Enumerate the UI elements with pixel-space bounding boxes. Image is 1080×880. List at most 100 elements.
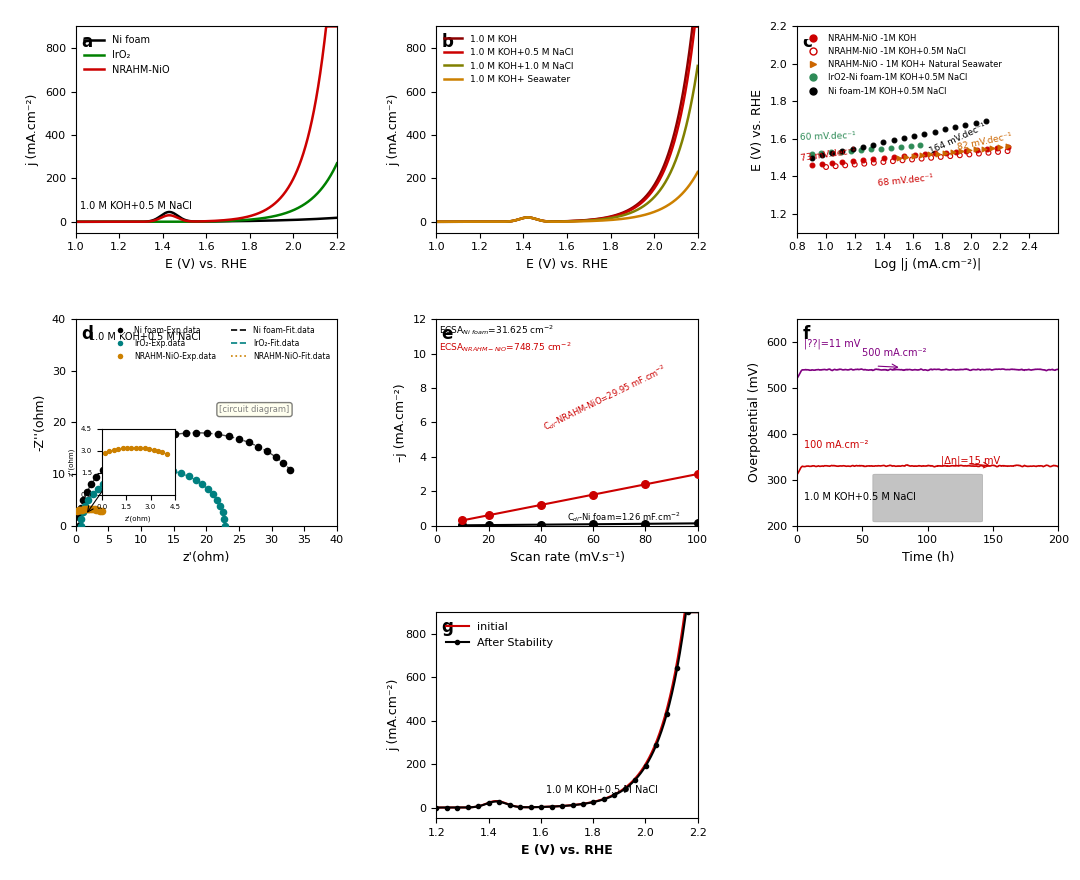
- Y-axis label: j (mA.cm⁻²): j (mA.cm⁻²): [387, 93, 400, 165]
- Text: ECSA$_{NRAHM-NiO}$=748.75 cm$^{-2}$: ECSA$_{NRAHM-NiO}$=748.75 cm$^{-2}$: [438, 340, 571, 354]
- Point: [970, 147, 987, 161]
- Point: [999, 144, 1016, 158]
- Point: [936, 122, 954, 136]
- Point: [927, 146, 944, 160]
- Point: [999, 139, 1016, 153]
- Point: [68, 503, 85, 517]
- Point: [84, 488, 102, 502]
- Legend: Ni foam-Exp.data, IrO₂-Exp.data, NRAHM-NiO-Exp.data, Ni foam-Fit.data, IrO₂-Fit.: Ni foam-Exp.data, IrO₂-Exp.data, NRAHM-N…: [110, 323, 333, 363]
- Point: [100, 456, 118, 470]
- Point: [968, 143, 985, 157]
- initial: [554, 801, 567, 811]
- Point: [906, 149, 923, 163]
- Text: 73 mV.dec⁻¹: 73 mV.dec⁻¹: [800, 147, 856, 164]
- Point: [87, 470, 105, 484]
- Point: [146, 432, 163, 446]
- FancyBboxPatch shape: [873, 474, 983, 522]
- Point: [86, 502, 104, 517]
- Point: [843, 142, 861, 156]
- Point: [961, 148, 978, 162]
- Line: After Stability: After Stability: [434, 610, 700, 810]
- Point: [914, 148, 931, 162]
- After Stability: [554, 801, 567, 811]
- Text: e: e: [442, 326, 453, 343]
- X-axis label: z'(ohm): z'(ohm): [183, 551, 230, 564]
- Point: [922, 150, 940, 165]
- Point: [980, 146, 997, 160]
- Point: [92, 503, 109, 517]
- Point: [187, 473, 204, 487]
- Point: [991, 140, 1009, 154]
- Point: [214, 505, 231, 519]
- Point: [895, 131, 913, 145]
- Point: [988, 141, 1005, 155]
- Point: [885, 133, 902, 147]
- Point: [220, 429, 238, 444]
- initial: [691, 607, 704, 618]
- Text: |??|=11 mV: |??|=11 mV: [804, 339, 860, 349]
- Point: [875, 136, 892, 150]
- Point: [72, 518, 90, 532]
- Point: [937, 145, 955, 159]
- Point: [230, 432, 247, 446]
- Text: |Δη|=15 mV: |Δη|=15 mV: [941, 456, 1000, 466]
- Y-axis label: –j (mA.cm⁻²): –j (mA.cm⁻²): [394, 383, 407, 462]
- Point: [845, 154, 862, 168]
- Point: [77, 499, 94, 513]
- Point: [70, 518, 87, 532]
- After Stability: [686, 607, 699, 618]
- Point: [82, 502, 99, 517]
- Y-axis label: j (mA.cm⁻²): j (mA.cm⁻²): [387, 679, 400, 752]
- Text: C$_{dl}$-NRAHM-NiO=29.95 mF.cm$^{-2}$: C$_{dl}$-NRAHM-NiO=29.95 mF.cm$^{-2}$: [541, 363, 670, 435]
- After Stability: [571, 799, 584, 810]
- X-axis label: E (V) vs. RHE: E (V) vs. RHE: [526, 258, 608, 271]
- Point: [84, 502, 102, 517]
- Point: [834, 155, 851, 169]
- Point: [905, 128, 922, 143]
- Point: [823, 145, 840, 159]
- Point: [72, 502, 90, 516]
- Text: d: d: [81, 326, 93, 343]
- Point: [454, 518, 471, 532]
- X-axis label: E (V) vs. RHE: E (V) vs. RHE: [522, 844, 612, 856]
- Point: [886, 150, 903, 165]
- initial: [644, 750, 657, 760]
- Text: 82 mV.dec⁻¹: 82 mV.dec⁻¹: [957, 132, 1013, 152]
- Point: [913, 151, 930, 165]
- Text: C$_{dl}$-Ni foam=1.26 mF.cm$^{-2}$: C$_{dl}$-Ni foam=1.26 mF.cm$^{-2}$: [567, 510, 680, 524]
- X-axis label: Log |j (mA.cm⁻²)|: Log |j (mA.cm⁻²)|: [874, 258, 982, 271]
- Point: [81, 502, 98, 516]
- Point: [875, 151, 892, 165]
- Point: [240, 436, 257, 450]
- Point: [890, 150, 907, 165]
- After Stability: [691, 607, 704, 618]
- Point: [93, 504, 110, 518]
- Point: [87, 502, 105, 517]
- Legend: NRAHM-NiO -1M KOH, NRAHM-NiO -1M KOH+0.5M NaCl, NRAHM-NiO - 1M KOH+ Natural Seaw: NRAHM-NiO -1M KOH, NRAHM-NiO -1M KOH+0.5…: [801, 31, 1005, 99]
- Y-axis label: -Z''(ohm): -Z''(ohm): [33, 393, 46, 451]
- Text: 60 mV.dec⁻¹: 60 mV.dec⁻¹: [800, 131, 856, 142]
- Point: [73, 502, 91, 517]
- Point: [637, 517, 654, 531]
- Text: 500 mA.cm⁻²: 500 mA.cm⁻²: [862, 348, 927, 358]
- Point: [984, 141, 1001, 155]
- Point: [802, 158, 820, 172]
- Point: [94, 463, 111, 477]
- Text: [circuit diagram]: [circuit diagram]: [219, 405, 289, 414]
- Point: [532, 517, 550, 532]
- Point: [90, 503, 107, 517]
- Point: [968, 143, 985, 157]
- Text: g: g: [442, 619, 454, 636]
- Point: [917, 148, 934, 162]
- Point: [117, 444, 134, 458]
- Point: [204, 488, 221, 502]
- Point: [834, 144, 851, 158]
- Point: [902, 139, 919, 153]
- Point: [852, 143, 869, 158]
- Point: [854, 153, 872, 167]
- Point: [942, 149, 959, 163]
- Y-axis label: E (V) vs. RHE: E (V) vs. RHE: [751, 89, 764, 171]
- Point: [480, 508, 497, 522]
- Point: [148, 462, 165, 476]
- Point: [894, 153, 912, 167]
